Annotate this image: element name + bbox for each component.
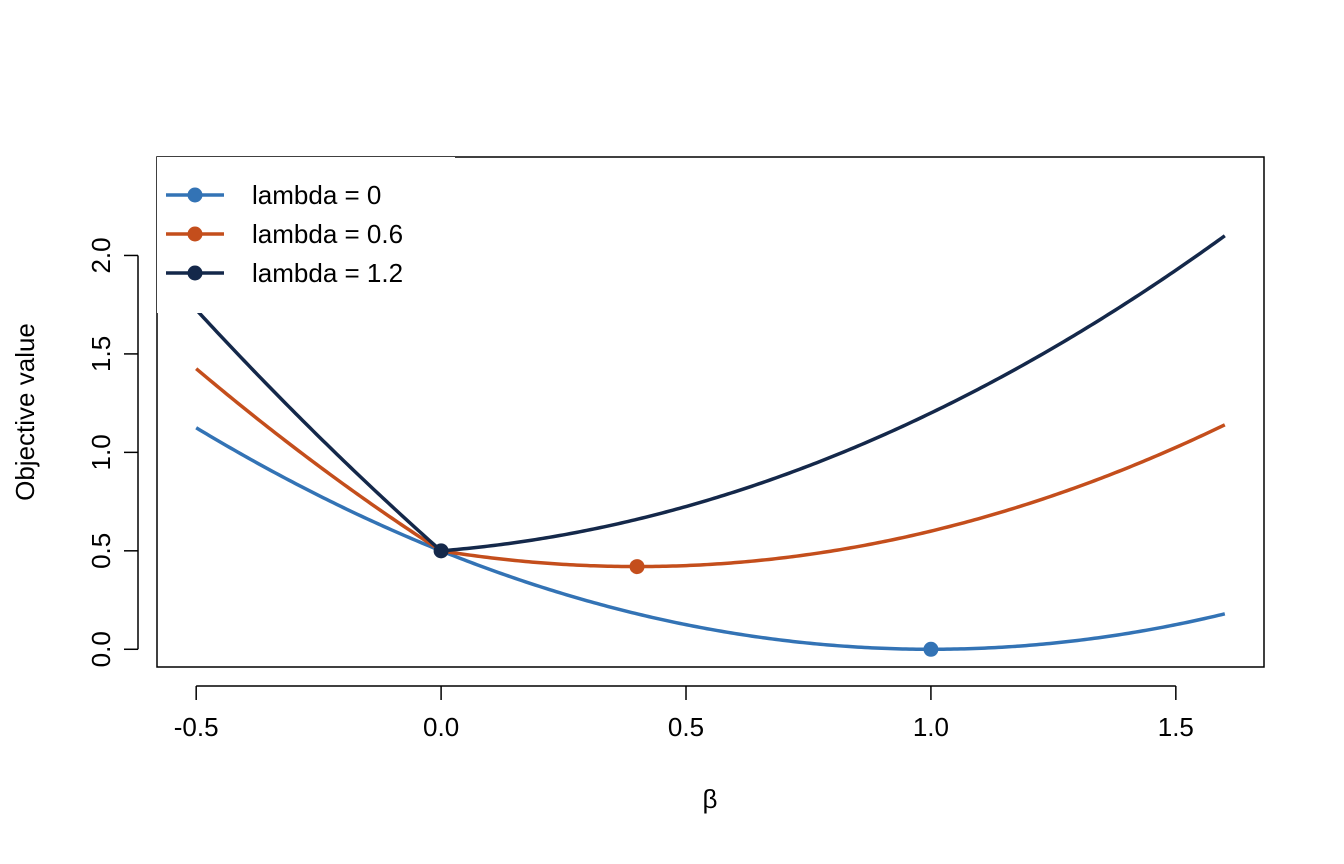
- legend-label-1: lambda = 0.6: [252, 219, 403, 249]
- legend-marker-2: [187, 265, 203, 281]
- y-tick-label: 1.5: [86, 336, 116, 372]
- series-line-2: [194, 234, 1226, 553]
- x-tick-label: 0.0: [423, 712, 459, 742]
- legend-marker-0: [187, 187, 203, 203]
- y-tick-label: 2.0: [86, 237, 116, 273]
- series-line-0: [195, 426, 1226, 652]
- y-axis: 0.0 0.5 1.0 1.5 2.0: [86, 237, 139, 667]
- legend: lambda = 0 lambda = 0.6 lambda = 1.2: [157, 157, 455, 313]
- x-tick-label: -0.5: [174, 712, 219, 742]
- legend-label-0: lambda = 0: [252, 180, 381, 210]
- x-tick-label: 0.5: [668, 712, 704, 742]
- y-tick-label: 0.0: [86, 631, 116, 667]
- x-tick-label: 1.0: [913, 712, 949, 742]
- minimum-point-0: [923, 641, 939, 657]
- series-layer: [194, 234, 1226, 657]
- y-axis-label: Objective value: [10, 323, 40, 501]
- y-tick-label: 0.5: [86, 533, 116, 569]
- series-line-1: [195, 367, 1226, 569]
- x-axis-label: β: [703, 784, 718, 814]
- y-tick-label: 1.0: [86, 434, 116, 470]
- minimum-point-1: [629, 559, 645, 575]
- minimum-point-2: [433, 543, 449, 559]
- plot-frame: [156, 156, 1265, 668]
- legend-marker-1: [187, 226, 203, 242]
- legend-label-2: lambda = 1.2: [252, 258, 403, 288]
- x-tick-label: 1.5: [1158, 712, 1194, 742]
- x-axis: -0.5 0.0 0.5 1.0 1.5: [174, 685, 1194, 742]
